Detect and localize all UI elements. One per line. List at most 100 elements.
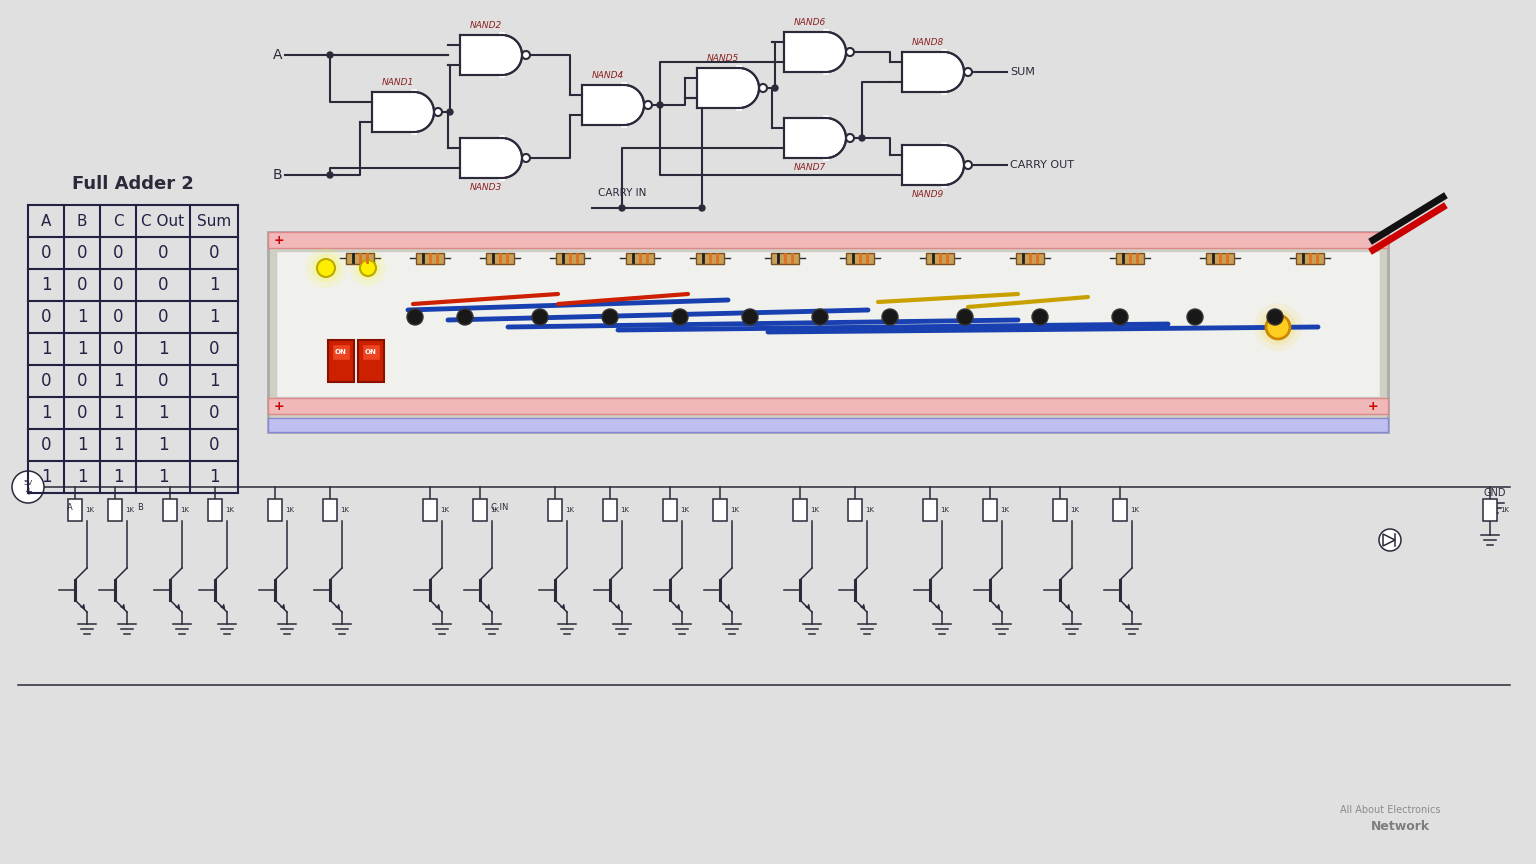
Bar bbox=[422, 499, 438, 521]
Text: 0: 0 bbox=[112, 276, 123, 294]
Bar bbox=[548, 499, 562, 521]
Text: 0: 0 bbox=[209, 404, 220, 422]
Text: 0: 0 bbox=[77, 276, 88, 294]
Text: 1: 1 bbox=[40, 468, 51, 486]
Bar bbox=[1482, 499, 1498, 521]
Polygon shape bbox=[502, 138, 522, 178]
Circle shape bbox=[673, 309, 688, 325]
Text: 1K: 1K bbox=[490, 507, 499, 513]
Text: 1K: 1K bbox=[124, 507, 134, 513]
Text: ON: ON bbox=[366, 349, 376, 355]
Bar bbox=[1117, 253, 1144, 264]
Text: 1K: 1K bbox=[439, 507, 449, 513]
Bar bbox=[207, 499, 223, 521]
Text: +: + bbox=[273, 233, 284, 246]
Text: 1K: 1K bbox=[84, 507, 94, 513]
Bar bbox=[923, 499, 937, 521]
Text: B: B bbox=[272, 168, 283, 182]
Text: 1K: 1K bbox=[1501, 507, 1508, 513]
Circle shape bbox=[813, 309, 828, 325]
Text: NAND8: NAND8 bbox=[912, 38, 945, 47]
Text: 1: 1 bbox=[77, 308, 88, 326]
Text: 1K: 1K bbox=[1071, 507, 1078, 513]
Polygon shape bbox=[783, 32, 826, 72]
Circle shape bbox=[327, 52, 333, 58]
Text: GND: GND bbox=[1484, 488, 1507, 498]
Bar bbox=[556, 253, 584, 264]
Text: 1: 1 bbox=[77, 436, 88, 454]
Circle shape bbox=[1112, 309, 1127, 325]
Circle shape bbox=[359, 260, 376, 276]
Circle shape bbox=[1032, 309, 1048, 325]
Circle shape bbox=[356, 256, 379, 280]
Circle shape bbox=[882, 309, 899, 325]
Bar bbox=[713, 499, 727, 521]
Bar bbox=[346, 253, 373, 264]
Text: A: A bbox=[41, 213, 51, 228]
Text: 0: 0 bbox=[112, 244, 123, 262]
Text: A: A bbox=[68, 503, 72, 511]
Bar bbox=[485, 253, 515, 264]
Polygon shape bbox=[697, 68, 739, 108]
Text: 1K: 1K bbox=[286, 507, 293, 513]
Text: 1: 1 bbox=[209, 468, 220, 486]
Circle shape bbox=[965, 161, 972, 169]
Circle shape bbox=[1260, 309, 1296, 345]
Text: B: B bbox=[137, 503, 143, 511]
Text: 1K: 1K bbox=[621, 507, 630, 513]
Text: 1K: 1K bbox=[339, 507, 349, 513]
Circle shape bbox=[1253, 303, 1303, 351]
Bar bbox=[267, 232, 1389, 248]
Polygon shape bbox=[783, 118, 826, 158]
Text: 0: 0 bbox=[41, 308, 51, 326]
Bar bbox=[1015, 253, 1044, 264]
Circle shape bbox=[522, 154, 530, 162]
Polygon shape bbox=[415, 92, 435, 132]
Text: CARRY IN: CARRY IN bbox=[598, 188, 647, 198]
Text: +: + bbox=[25, 487, 32, 497]
Text: B: B bbox=[77, 213, 88, 228]
Text: C IN: C IN bbox=[492, 503, 508, 511]
Bar bbox=[108, 499, 121, 521]
Text: +: + bbox=[1367, 399, 1378, 412]
Circle shape bbox=[759, 84, 766, 92]
Text: 1K: 1K bbox=[809, 507, 819, 513]
Polygon shape bbox=[945, 145, 965, 185]
Text: NAND5: NAND5 bbox=[707, 54, 739, 63]
Bar bbox=[1114, 499, 1127, 521]
Bar bbox=[68, 499, 81, 521]
Polygon shape bbox=[826, 118, 846, 158]
Circle shape bbox=[407, 309, 422, 325]
Text: CARRY OUT: CARRY OUT bbox=[1011, 160, 1074, 170]
Text: 1K: 1K bbox=[224, 507, 233, 513]
Text: 1: 1 bbox=[40, 340, 51, 358]
Text: 1K: 1K bbox=[180, 507, 189, 513]
Text: Sum: Sum bbox=[197, 213, 230, 228]
Circle shape bbox=[859, 135, 865, 141]
Circle shape bbox=[327, 172, 333, 178]
Bar bbox=[926, 253, 954, 264]
Polygon shape bbox=[459, 35, 502, 75]
Bar bbox=[362, 344, 379, 360]
Bar bbox=[846, 253, 874, 264]
Polygon shape bbox=[902, 52, 945, 92]
Circle shape bbox=[957, 309, 972, 325]
Text: 1K: 1K bbox=[680, 507, 690, 513]
Text: 1: 1 bbox=[77, 340, 88, 358]
Text: 5V: 5V bbox=[23, 480, 32, 486]
Text: 0: 0 bbox=[112, 308, 123, 326]
Text: 1: 1 bbox=[40, 276, 51, 294]
Text: 0: 0 bbox=[41, 372, 51, 390]
Bar bbox=[664, 499, 677, 521]
Text: NAND4: NAND4 bbox=[591, 71, 624, 80]
Bar bbox=[473, 499, 487, 521]
Text: 1: 1 bbox=[77, 468, 88, 486]
Text: Full Adder 2: Full Adder 2 bbox=[72, 175, 194, 193]
Text: 1K: 1K bbox=[565, 507, 574, 513]
Text: A: A bbox=[272, 48, 283, 62]
Text: 0: 0 bbox=[209, 244, 220, 262]
Circle shape bbox=[447, 109, 453, 115]
Polygon shape bbox=[459, 138, 502, 178]
Text: +: + bbox=[273, 399, 284, 412]
Text: ON: ON bbox=[335, 349, 347, 355]
